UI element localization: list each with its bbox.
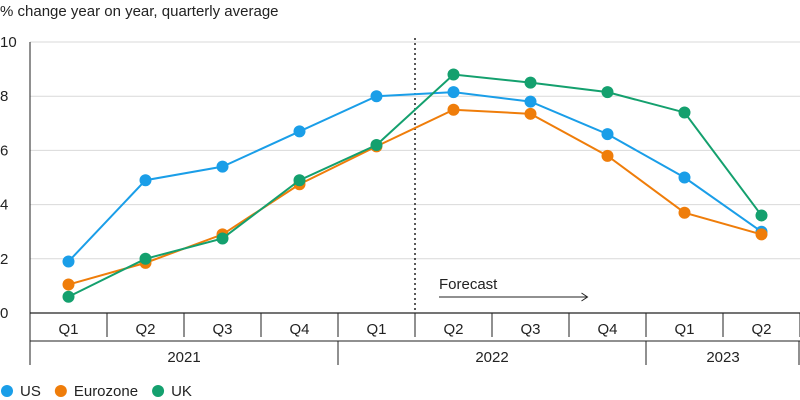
data-point-us	[678, 171, 691, 184]
forecast-arrow	[439, 292, 589, 302]
data-point-eurozone	[447, 103, 460, 116]
data-point-uk	[62, 290, 75, 303]
quarter-label: Q3	[212, 321, 232, 338]
data-point-us	[370, 90, 383, 103]
data-point-uk	[524, 76, 537, 89]
series-line-us	[67, 91, 763, 263]
data-point-eurozone	[755, 228, 768, 241]
y-tick-label: 0	[0, 305, 8, 322]
y-tick-label: 10	[0, 34, 17, 51]
quarter-label: Q4	[597, 321, 617, 338]
data-point-uk	[601, 86, 614, 99]
y-tick-label: 4	[0, 197, 8, 214]
y-tick-label: 8	[0, 88, 8, 105]
year-labels: 2021 2022 2023	[167, 349, 739, 366]
legend-marker-us	[1, 385, 13, 397]
data-point-us	[524, 95, 537, 108]
legend-marker-eurozone	[54, 385, 67, 397]
data-point-us	[139, 174, 152, 187]
year-label: 2022	[475, 349, 508, 366]
year-label: 2023	[706, 349, 739, 366]
forecast-label: Forecast	[439, 276, 498, 293]
data-point-uk	[293, 174, 306, 187]
quarter-label: Q4	[289, 321, 309, 338]
legend-label-us: US	[20, 383, 41, 400]
data-point-uk	[678, 106, 691, 119]
forecast-arrow-head	[581, 292, 589, 302]
series-group	[62, 68, 768, 303]
series-uk	[62, 68, 768, 303]
data-point-eurozone	[678, 206, 691, 219]
year-label: 2021	[167, 349, 200, 366]
quarter-label: Q1	[366, 321, 386, 338]
data-point-us	[62, 255, 75, 268]
legend: US Eurozone UK	[1, 383, 192, 400]
data-point-uk	[755, 209, 768, 222]
y-tick-labels: 0 2 4 6 8 10	[0, 34, 17, 322]
series-line-uk	[68, 73, 763, 298]
data-point-uk	[139, 252, 152, 265]
quarter-labels: Q1 Q2 Q3 Q4 Q1 Q2 Q3 Q4 Q1 Q2	[58, 321, 771, 338]
quarter-label: Q2	[135, 321, 155, 338]
quarter-label: Q2	[443, 321, 463, 338]
data-point-us	[216, 160, 229, 173]
legend-label-uk: UK	[171, 383, 192, 400]
category-dividers	[30, 313, 800, 365]
data-point-us	[601, 128, 614, 141]
legend-label-eurozone: Eurozone	[74, 383, 138, 400]
data-point-uk	[370, 138, 383, 151]
data-point-eurozone	[601, 149, 614, 162]
legend-marker-uk	[152, 385, 165, 397]
quarter-label: Q1	[674, 321, 694, 338]
data-point-uk	[447, 68, 460, 81]
data-point-uk	[216, 232, 229, 245]
data-point-us	[447, 86, 460, 99]
data-point-us	[293, 125, 306, 138]
data-point-eurozone	[62, 278, 75, 291]
y-tick-label: 2	[0, 251, 8, 268]
quarter-label: Q3	[520, 321, 540, 338]
quarter-label: Q2	[751, 321, 771, 338]
y-axis-label: % change year on year, quarterly average	[0, 3, 279, 20]
y-tick-label: 6	[0, 142, 8, 159]
quarter-label: Q1	[58, 321, 78, 338]
series-eurozone	[62, 103, 768, 291]
data-point-eurozone	[524, 107, 537, 120]
